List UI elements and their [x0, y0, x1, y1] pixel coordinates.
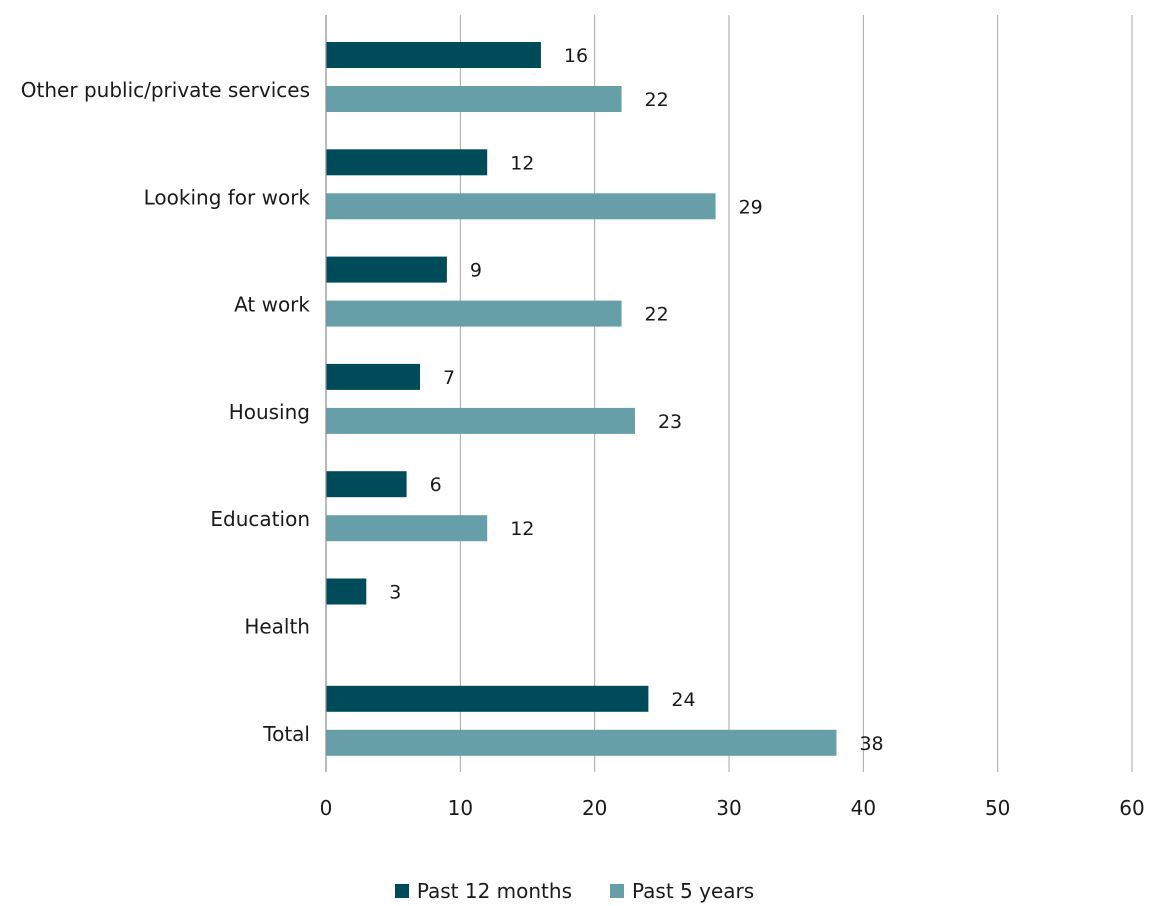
grid-lines [459, 15, 1133, 772]
bar-at-work-past-5-years [326, 300, 622, 327]
x-tick-label-30: 30 [716, 796, 741, 820]
category-label-at-work: At work [234, 293, 310, 317]
bar-looking-for-work-past-5-years [326, 193, 716, 220]
x-tick-label-20: 20 [582, 796, 607, 820]
value-labels: 16 22 12 29 9 22 7 23 6 12 3 24 38 [389, 45, 883, 755]
legend-swatch-past-12-months [394, 884, 409, 898]
x-tick-label-40: 40 [851, 796, 876, 820]
x-tick-label-60: 60 [1119, 796, 1144, 820]
bar-health-past-12-months [326, 578, 367, 605]
bar-total-past-5-years [326, 729, 837, 756]
value-label-housing-past-12-months: 7 [443, 367, 455, 389]
value-label-education-past-5-years: 12 [510, 518, 534, 540]
bar-education-past-5-years [326, 515, 488, 542]
value-label-education-past-12-months: 6 [430, 474, 442, 496]
category-label-education: Education [210, 507, 310, 531]
category-labels: Other public/private services Looking for… [21, 78, 311, 746]
value-label-health-past-12-months: 3 [389, 582, 401, 604]
legend-swatch-past-5-years [610, 884, 624, 898]
bar-housing-past-5-years [326, 407, 635, 434]
value-label-housing-past-5-years: 23 [658, 411, 682, 433]
category-label-health: Health [244, 615, 310, 639]
bars [326, 42, 837, 756]
x-tick-label-10: 10 [448, 796, 473, 820]
bar-other-public-private-services-past-12-months [326, 42, 541, 68]
legend: Past 12 months Past 5 years [0, 876, 1149, 906]
legend-label-past-5-years: Past 5 years [632, 879, 755, 903]
value-label-total-past-12-months: 24 [671, 689, 695, 711]
category-label-total: Total [262, 722, 310, 746]
legend-item-past-12-months: Past 12 months [394, 879, 572, 903]
bar-looking-for-work-past-12-months [326, 149, 488, 176]
bar-at-work-past-12-months [326, 256, 447, 283]
bar-education-past-12-months [326, 471, 407, 498]
value-label-at-work-past-5-years: 22 [645, 304, 669, 326]
legend-label-past-12-months: Past 12 months [416, 879, 572, 903]
value-label-other-public-private-services-past-5-years: 22 [645, 89, 669, 111]
bar-housing-past-12-months [326, 363, 421, 390]
x-tick-label-0: 0 [320, 796, 333, 820]
category-label-housing: Housing [229, 400, 310, 424]
legend-item-past-5-years: Past 5 years [610, 879, 754, 903]
bar-total-past-12-months [326, 685, 649, 712]
value-label-total-past-5-years: 38 [859, 733, 883, 755]
x-axis-tick-labels: 0 10 20 30 40 50 60 [320, 796, 1145, 820]
category-label-looking-for-work: Looking for work [144, 185, 311, 209]
x-tick-label-50: 50 [985, 796, 1010, 820]
value-label-looking-for-work-past-12-months: 12 [510, 152, 534, 174]
bar-other-public-private-services-past-5-years [326, 86, 622, 112]
category-label-other-public-private-services: Other public/private services [21, 78, 310, 102]
value-label-looking-for-work-past-5-years: 29 [739, 196, 763, 218]
value-label-at-work-past-12-months: 9 [470, 260, 482, 282]
value-label-other-public-private-services-past-12-months: 16 [564, 45, 588, 67]
